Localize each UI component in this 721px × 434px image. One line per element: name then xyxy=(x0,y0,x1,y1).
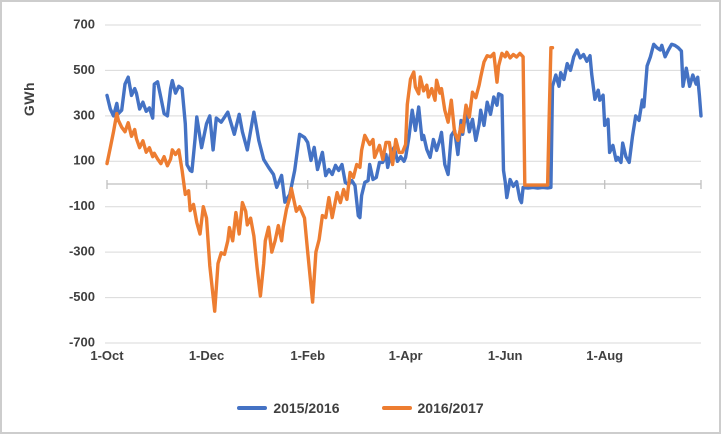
legend-swatch-blue xyxy=(237,406,268,410)
legend-entry-2016-2017: 2016/2017 xyxy=(381,400,484,416)
legend: 2015/2016 2016/2017 xyxy=(2,400,719,416)
series-line-2015-2016 xyxy=(105,42,703,220)
y-axis-label: -100 xyxy=(69,198,95,213)
x-axis-label: 1-Feb xyxy=(290,348,325,363)
legend-swatch-orange xyxy=(381,406,412,410)
x-axis-label: 1-Apr xyxy=(389,348,423,363)
y-axis-label: 700 xyxy=(73,16,95,31)
legend-entry-2015-2016: 2015/2016 xyxy=(237,400,340,416)
y-axis-label: -500 xyxy=(69,289,95,304)
x-axis-label: 1-Aug xyxy=(586,348,623,363)
y-axis-label: -700 xyxy=(69,334,95,349)
y-axis-label: -300 xyxy=(69,244,95,259)
x-axis-label: 1-Oct xyxy=(90,348,124,363)
y-axis-label: 300 xyxy=(73,107,95,122)
legend-label: 2015/2016 xyxy=(273,400,340,416)
series-line-2016-2017 xyxy=(105,46,555,313)
y-axis-label: 500 xyxy=(73,62,95,77)
y-axis-label: 100 xyxy=(73,153,95,168)
x-axis-label: 1-Jun xyxy=(488,348,523,363)
x-axis-label: 1-Dec xyxy=(189,348,224,363)
legend-label: 2016/2017 xyxy=(417,400,484,416)
y-axis-title: GWh xyxy=(21,81,37,117)
